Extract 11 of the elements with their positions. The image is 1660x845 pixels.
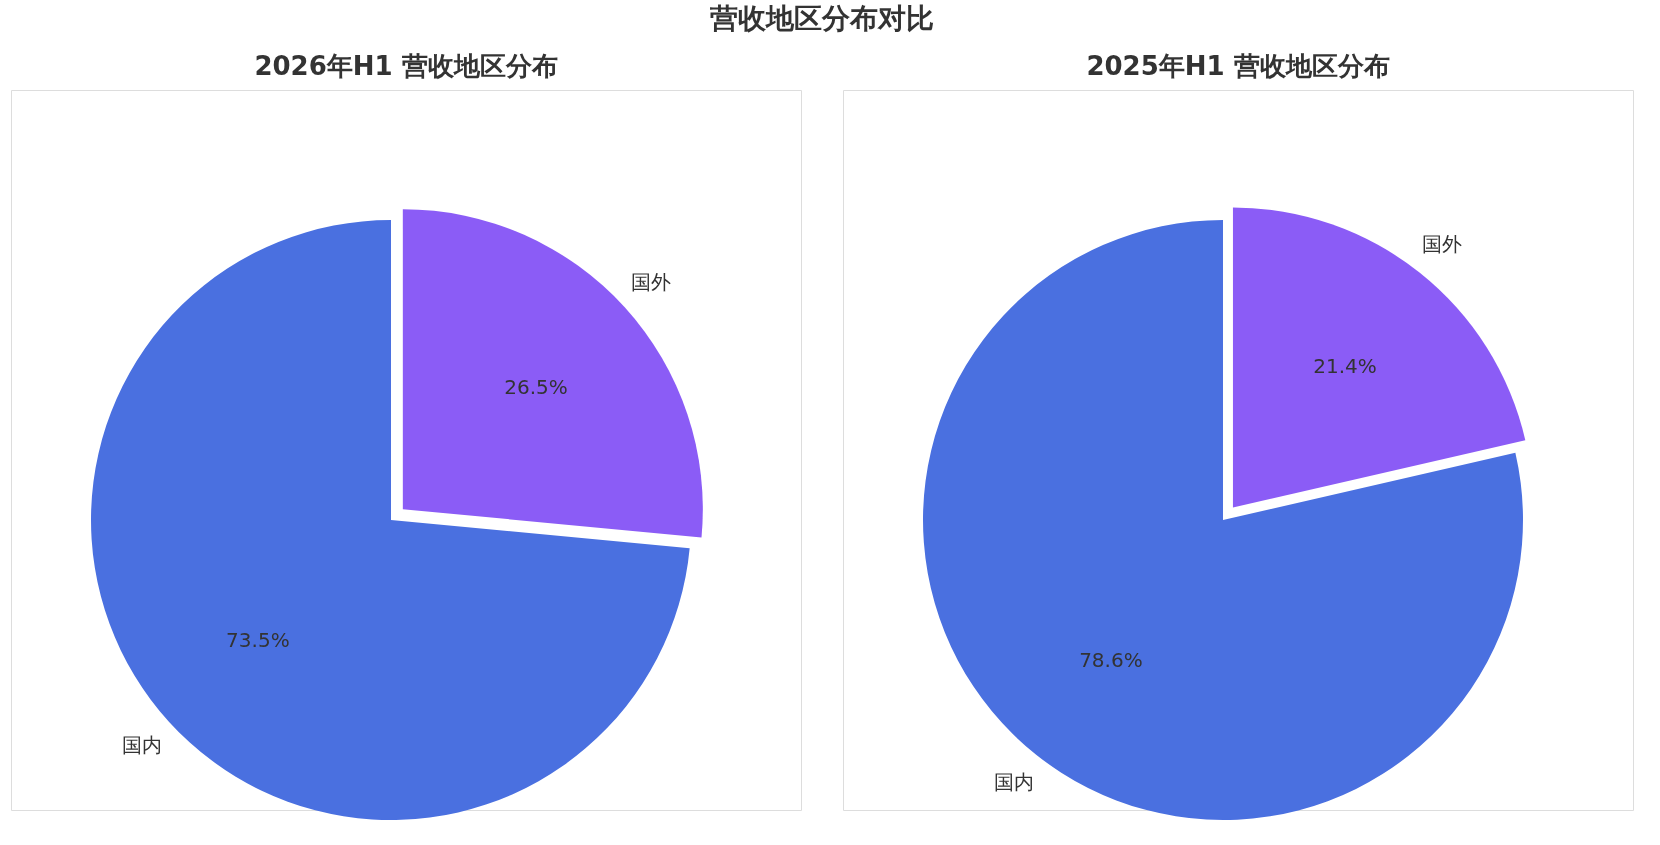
data-label: 26.5% — [504, 375, 568, 400]
slice-label: 国内 — [122, 733, 163, 758]
data-label: 78.6% — [1079, 647, 1143, 672]
chart-title: 2025年H1 营收地区分布 — [1086, 51, 1390, 81]
slice-label: 国外 — [1422, 231, 1463, 256]
text: 营收地区分布对比 — [709, 1, 934, 35]
slice-label: 国外 — [631, 270, 672, 295]
data-label: 21.4% — [1313, 353, 1377, 378]
chart-title: 2026年H1 营收地区分布 — [254, 51, 558, 81]
data-label: 73.5% — [226, 628, 290, 653]
slice-label: 国内 — [993, 769, 1034, 794]
